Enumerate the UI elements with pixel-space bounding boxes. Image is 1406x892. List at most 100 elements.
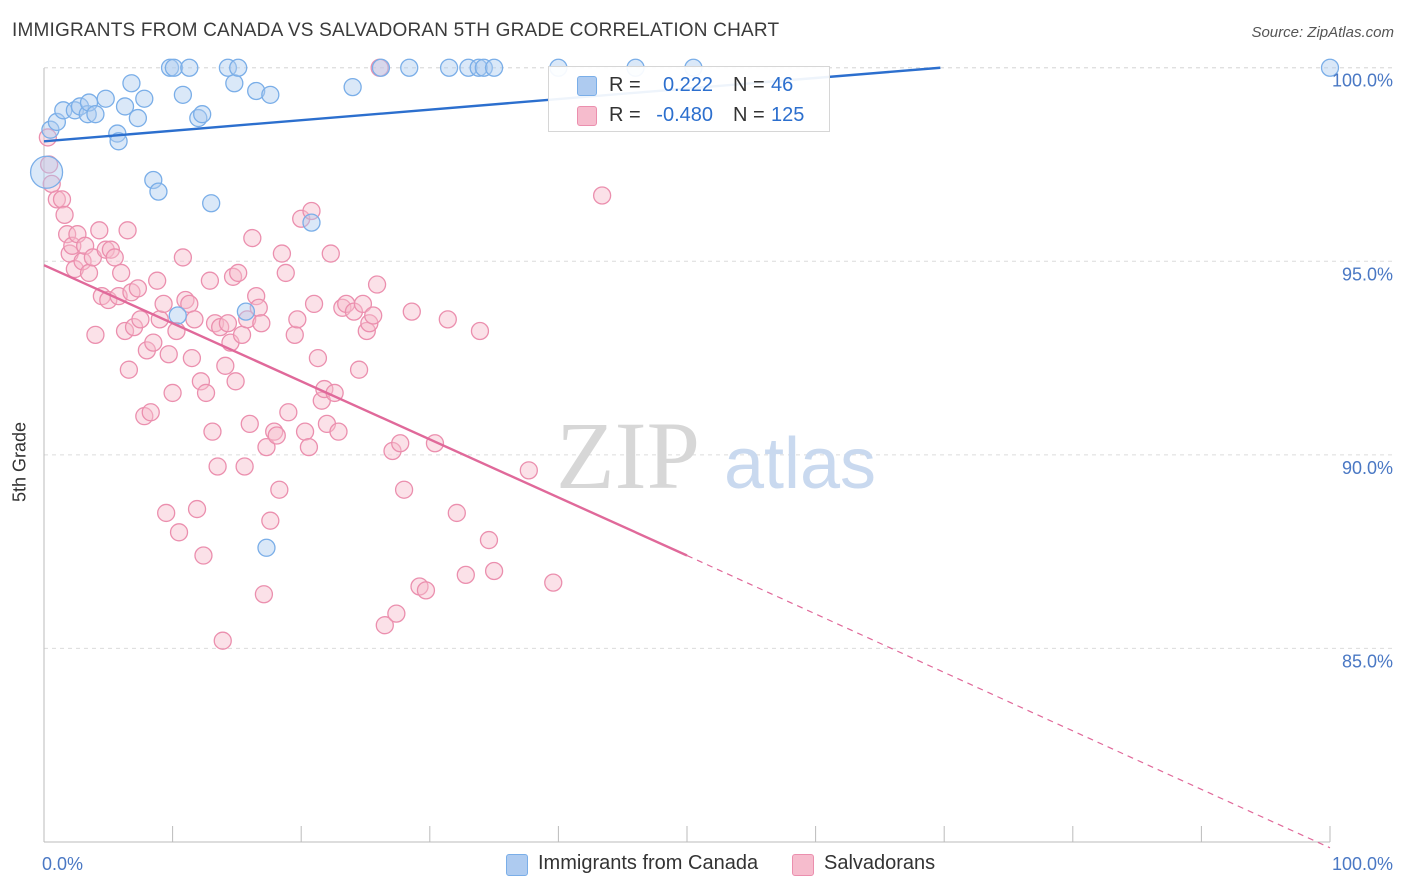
correlation-legend: R = 0.222 N = 46 R = -0.480 N = 125 — [548, 66, 830, 132]
point-salvadoran — [364, 306, 383, 325]
y-tick-label: 95.0% — [1342, 264, 1393, 284]
x-tick-label: 100.0% — [1332, 854, 1393, 874]
point-salvadoran — [402, 302, 421, 321]
point-salvadoran — [438, 310, 457, 329]
point-canada — [474, 58, 493, 77]
point-salvadoran — [394, 480, 414, 499]
x-tick-label: 0.0% — [42, 854, 83, 874]
point-canada — [122, 74, 141, 93]
point-salvadoran — [148, 271, 167, 290]
point-canada — [168, 306, 187, 325]
point-salvadoran — [238, 310, 257, 329]
point-canada — [47, 112, 67, 132]
point-salvadoran — [254, 585, 274, 604]
point-salvadoran — [163, 383, 182, 403]
point-salvadoran — [141, 403, 160, 422]
axis-layer — [43, 68, 1331, 843]
point-salvadoran — [276, 263, 295, 283]
point-salvadoran — [383, 441, 402, 461]
point-salvadoran — [243, 228, 262, 248]
point-salvadoran — [119, 360, 139, 379]
point-salvadoran — [154, 294, 173, 314]
point-salvadoran — [213, 631, 232, 650]
point-canada — [484, 58, 504, 77]
point-salvadoran — [470, 321, 490, 341]
point-canada — [160, 58, 180, 77]
point-salvadoran — [159, 345, 178, 364]
point-canada — [459, 58, 478, 77]
point-salvadoran — [592, 186, 612, 205]
point-salvadoran — [321, 244, 340, 263]
point-salvadoran — [208, 457, 227, 476]
point-salvadoran — [279, 403, 298, 422]
point-canada — [193, 105, 212, 124]
legend-n-value: 125 — [771, 104, 805, 126]
point-salvadoran — [252, 314, 271, 333]
point-salvadoran — [270, 480, 289, 499]
legend-label-canada: Immigrants from Canada — [538, 852, 759, 874]
point-salvadoran — [484, 561, 504, 581]
point-salvadoran — [216, 356, 235, 375]
point-salvadoran — [144, 333, 163, 352]
point-canada — [128, 108, 148, 128]
point-salvadoran — [55, 205, 74, 225]
point-salvadoran — [267, 426, 286, 445]
series-legend: Immigrants from Canada Salvadorans — [0, 852, 1406, 878]
point-salvadoran — [203, 422, 222, 441]
point-salvadoran — [544, 573, 563, 592]
point-canada — [439, 58, 459, 77]
point-canada — [173, 85, 193, 104]
source-label: Source: ZipAtlas.com — [1251, 24, 1394, 41]
watermark-zip: ZIP — [556, 402, 700, 509]
point-canada — [115, 97, 135, 116]
point-salvadoran — [185, 310, 204, 329]
point-canada — [400, 58, 419, 77]
point-salvadoran — [288, 310, 307, 329]
legend-n-label: N = — [733, 104, 765, 126]
watermark: ZIP atlas — [556, 402, 876, 509]
point-canada — [343, 77, 362, 97]
point-salvadoran — [416, 581, 436, 600]
point-salvadoran — [285, 325, 304, 345]
point-salvadoran — [235, 457, 254, 476]
legend-n-label: N = — [733, 74, 765, 96]
point-salvadoran — [375, 616, 394, 635]
legend-row-canada: R = 0.222 N = 46 — [549, 69, 829, 101]
legend-r-label: R = — [609, 104, 641, 126]
point-salvadoran — [182, 348, 202, 368]
point-salvadoran — [90, 221, 109, 240]
point-salvadoran — [353, 294, 373, 314]
point-salvadoran — [387, 604, 406, 623]
point-salvadoran — [349, 360, 369, 379]
point-salvadoran — [194, 546, 213, 565]
point-salvadoran — [169, 523, 189, 542]
y-tick-label: 100.0% — [1332, 71, 1393, 91]
y-tick-label: 85.0% — [1342, 651, 1393, 671]
point-canada — [135, 89, 154, 108]
point-salvadoran — [229, 263, 248, 283]
point-salvadoran — [232, 325, 252, 345]
point-salvadoran — [367, 275, 387, 294]
trend-line-salvadorans — [43, 264, 688, 557]
point-canada — [225, 74, 244, 93]
point-salvadoran — [118, 221, 137, 240]
point-salvadoran — [115, 321, 135, 341]
point-canada — [302, 213, 321, 232]
point-canada — [96, 89, 115, 108]
point-salvadoran — [456, 565, 475, 585]
point-salvadoran — [63, 236, 82, 255]
grid-layer — [44, 67, 1392, 649]
legend-r-value: 0.222 — [662, 74, 713, 96]
legend-swatch-blue — [506, 854, 528, 876]
point-salvadoran — [261, 511, 280, 530]
point-salvadoran — [304, 294, 324, 314]
point-salvadoran — [391, 434, 410, 453]
point-salvadoran — [79, 263, 99, 283]
legend-swatch-pink — [792, 854, 814, 876]
point-canada — [229, 58, 248, 77]
y-tick-label: 90.0% — [1342, 458, 1393, 478]
legend-label-salvadorans: Salvadorans — [824, 852, 936, 874]
point-salvadoran — [299, 437, 319, 457]
point-salvadoran — [226, 372, 245, 391]
